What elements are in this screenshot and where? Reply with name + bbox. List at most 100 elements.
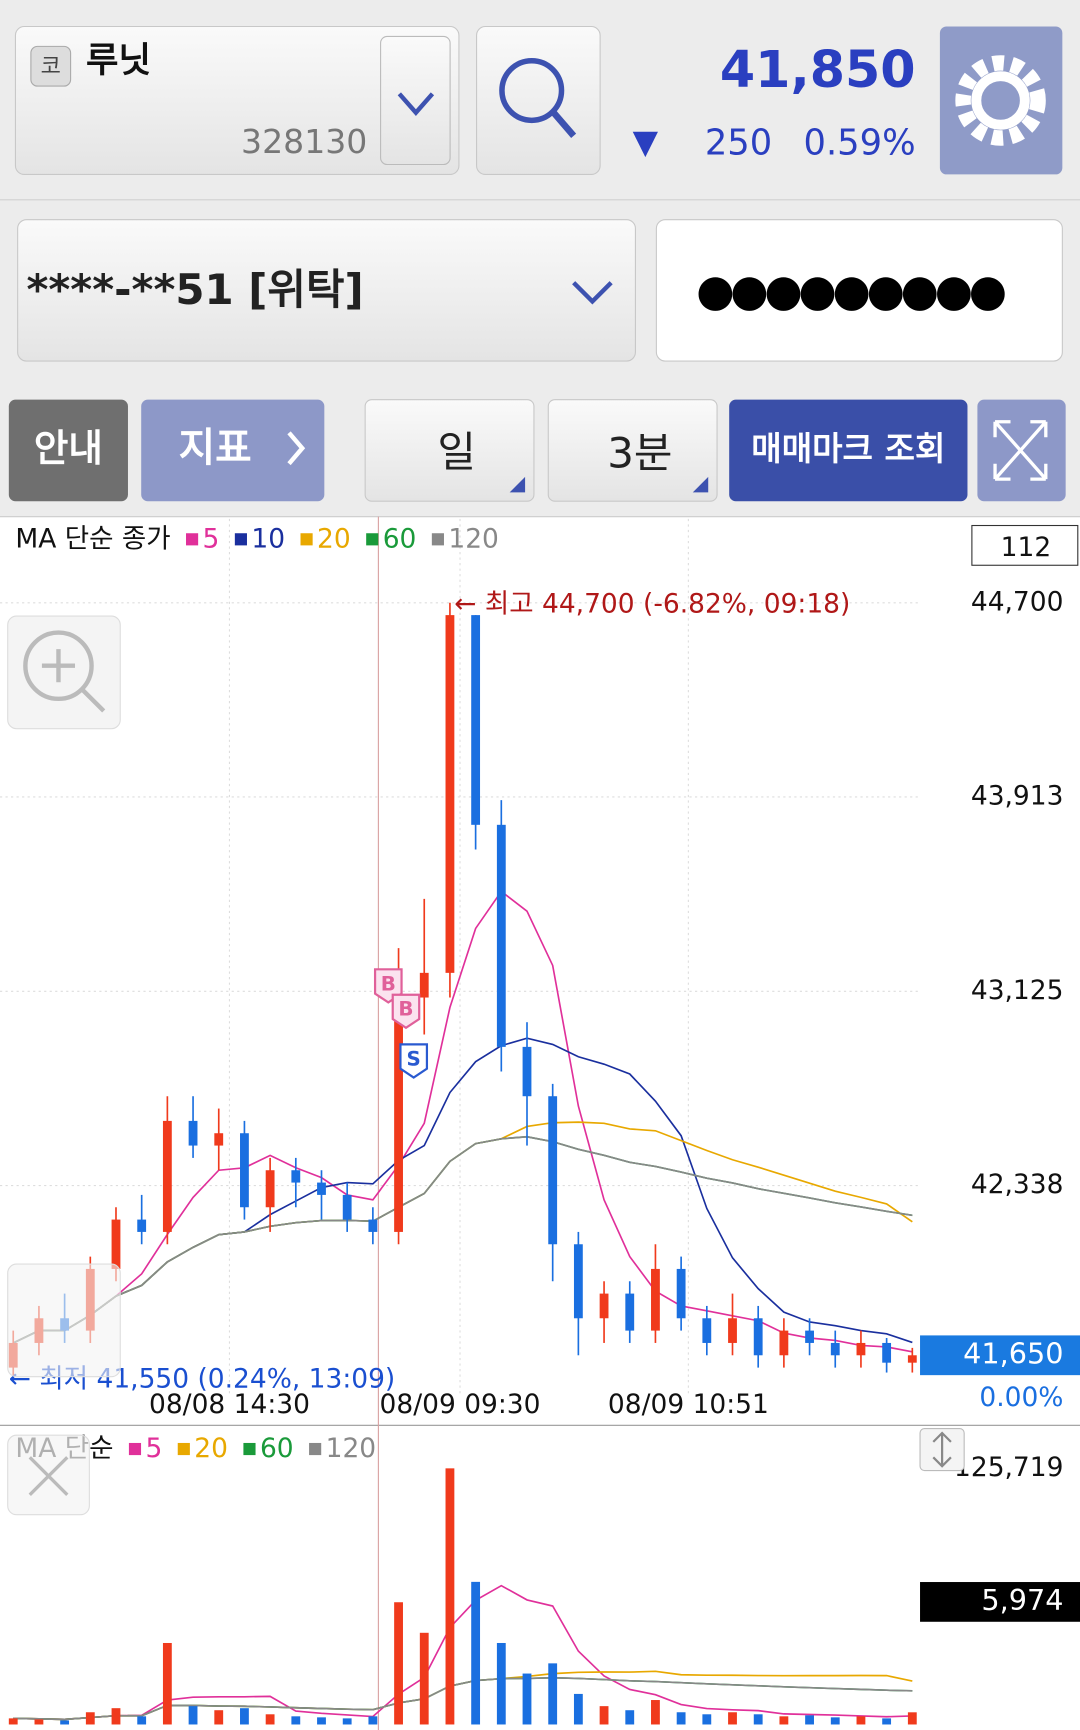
legend-swatch: [186, 533, 199, 546]
search-icon: [499, 57, 565, 124]
guide-button[interactable]: [8, 399, 128, 502]
candle-body: [728, 1318, 737, 1343]
password-box[interactable]: [655, 219, 1063, 362]
chevron: [397, 92, 435, 116]
trade-mark: B: [398, 998, 413, 1021]
ma-line: [12, 1037, 913, 1344]
change-pct: 0.59%: [804, 123, 916, 164]
ma-line: [12, 890, 913, 1353]
volume-bar: [676, 1712, 686, 1725]
volume-bar: [85, 1712, 95, 1725]
candle-body: [291, 1170, 301, 1183]
legend-label: 20: [317, 523, 351, 554]
indicator-button[interactable]: [141, 399, 325, 502]
trade-mark: B: [381, 972, 396, 995]
legend-label: 120: [326, 1433, 377, 1464]
legend-label: 120: [448, 523, 499, 554]
legend-swatch: [431, 533, 444, 546]
volume-bar: [111, 1708, 121, 1725]
guide-label: 안내: [34, 426, 103, 470]
change-arrow: ▼: [633, 122, 659, 161]
legend-swatch: [177, 1442, 190, 1456]
volume-bar: [317, 1717, 326, 1725]
candle-body: [856, 1342, 866, 1356]
volume-bar: [573, 1693, 583, 1725]
market-badge-box: [30, 45, 72, 87]
trade-mark: S: [407, 1047, 421, 1070]
account-number: ****-**51 [위탁]: [26, 265, 363, 314]
volume-bar: [162, 1642, 172, 1725]
candle-body: [805, 1330, 814, 1343]
resize-icon: [932, 1431, 952, 1468]
indicator-label: 지표: [179, 425, 252, 471]
count: 112: [1001, 532, 1052, 563]
candle-body: [496, 824, 506, 1047]
volume-bar: [368, 1716, 378, 1725]
x-tick-label: 08/09 09:30: [380, 1389, 541, 1420]
x-tick-label: 08/08 14:30: [149, 1389, 310, 1420]
search-button[interactable]: [476, 25, 601, 175]
candle-body: [471, 615, 481, 825]
y-tick-label: 43,125: [971, 975, 1064, 1006]
dropdown[interactable]: [380, 35, 451, 166]
account-selector[interactable]: [17, 219, 636, 362]
period-button[interactable]: [364, 399, 535, 502]
zoom-out[interactable]: [7, 1263, 121, 1378]
chevron: [572, 281, 613, 305]
fullscreen-icon: [993, 420, 1048, 481]
volume-bar: [522, 1673, 532, 1725]
volume-bar: [60, 1720, 70, 1725]
period-label: 일: [437, 427, 476, 476]
legend-label: 5: [203, 523, 220, 554]
volume-bar: [8, 1718, 18, 1725]
y-tick-label: 44,700: [971, 586, 1064, 617]
price: 41,850: [720, 40, 916, 99]
candle-body: [548, 1096, 558, 1245]
volume-bar: [214, 1710, 224, 1725]
legend-title: MA 단순 종가: [15, 523, 170, 554]
volume-bar: [651, 1700, 660, 1725]
trade-marks-button[interactable]: [729, 399, 968, 502]
volume-bar: [445, 1468, 455, 1725]
volume-bar: [496, 1642, 506, 1725]
y-tick-label: 42,338: [971, 1169, 1064, 1200]
search-icon: [550, 109, 577, 138]
candle-body: [265, 1170, 275, 1208]
volume-bar: [188, 1706, 198, 1725]
y-tick-label: 43,913: [971, 780, 1064, 811]
volume-current-box: [920, 1582, 1080, 1622]
volume-bar: [728, 1712, 737, 1725]
high-note: ← 최고 44,700 (-6.82%, 09:18): [454, 588, 850, 619]
stock-name: 루닛: [86, 40, 151, 81]
volume-bar: [702, 1714, 712, 1725]
zoom-icon: [23, 630, 94, 702]
stock-selector[interactable]: [14, 25, 460, 175]
candle-body: [137, 1219, 147, 1232]
volume-bar: [342, 1718, 352, 1725]
candle-body: [702, 1318, 712, 1343]
volume-ma-line: [13, 1584, 913, 1721]
interval-button[interactable]: [547, 399, 718, 502]
volume-bar: [830, 1717, 840, 1725]
zoom-icon: [41, 649, 106, 713]
trade-marks-label: 매매마크 조회: [751, 429, 945, 468]
candle-body: [419, 972, 429, 998]
gear: [971, 71, 1030, 130]
close-icon: [28, 1456, 69, 1497]
candle-body: [317, 1182, 326, 1195]
legend-swatch: [309, 1442, 322, 1456]
volume-bar: [471, 1581, 481, 1725]
candle-body: [779, 1330, 789, 1356]
volume-bar: [34, 1719, 44, 1725]
ma-line: [12, 1135, 913, 1344]
trade-mark-badge: [399, 1043, 429, 1079]
settings-button[interactable]: [939, 26, 1063, 175]
legend-swatch: [128, 1442, 142, 1456]
candle-body: [394, 997, 403, 1232]
volume-bar: [548, 1663, 558, 1725]
legend-swatch: [366, 533, 379, 546]
candle-body: [445, 615, 455, 973]
corner: [692, 476, 709, 493]
